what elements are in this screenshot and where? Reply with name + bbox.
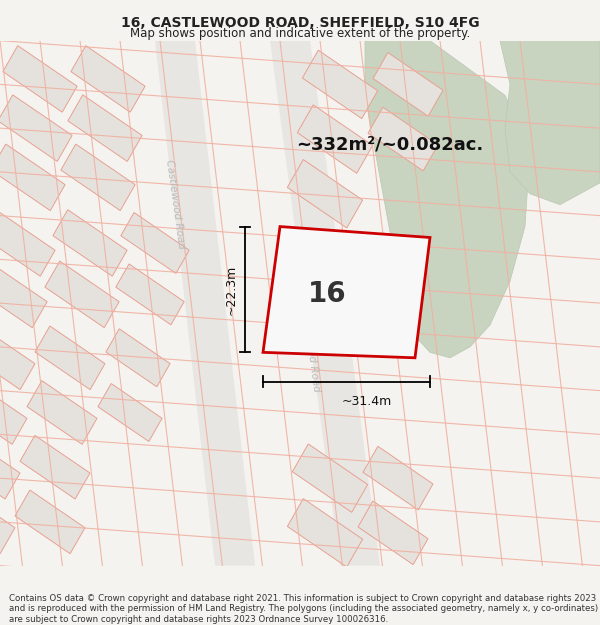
- Polygon shape: [368, 107, 438, 171]
- Polygon shape: [3, 46, 77, 112]
- Text: Map shows position and indicative extent of the property.: Map shows position and indicative extent…: [130, 28, 470, 41]
- Text: Castlewood Road: Castlewood Road: [164, 159, 186, 250]
- Polygon shape: [0, 436, 20, 499]
- Polygon shape: [0, 490, 15, 554]
- Text: ~31.4m: ~31.4m: [341, 395, 392, 408]
- Polygon shape: [500, 41, 600, 205]
- Polygon shape: [71, 46, 145, 112]
- Polygon shape: [0, 95, 72, 161]
- Polygon shape: [0, 326, 35, 389]
- Polygon shape: [302, 50, 377, 119]
- Polygon shape: [263, 226, 430, 358]
- Polygon shape: [98, 384, 162, 441]
- Polygon shape: [363, 446, 433, 510]
- Polygon shape: [365, 41, 530, 357]
- Polygon shape: [35, 326, 105, 389]
- Polygon shape: [116, 264, 184, 325]
- Polygon shape: [358, 501, 428, 564]
- Polygon shape: [53, 210, 127, 276]
- Text: ~22.3m: ~22.3m: [224, 264, 238, 314]
- Polygon shape: [68, 95, 142, 161]
- Polygon shape: [373, 52, 443, 116]
- Polygon shape: [287, 159, 362, 228]
- Polygon shape: [45, 261, 119, 328]
- Polygon shape: [0, 261, 47, 328]
- Text: Contains OS data © Crown copyright and database right 2021. This information is : Contains OS data © Crown copyright and d…: [9, 594, 598, 624]
- Polygon shape: [155, 41, 255, 566]
- Polygon shape: [298, 105, 373, 173]
- Polygon shape: [270, 41, 380, 566]
- Polygon shape: [106, 329, 170, 387]
- Text: 16, CASTLEWOOD ROAD, SHEFFIELD, S10 4FG: 16, CASTLEWOOD ROAD, SHEFFIELD, S10 4FG: [121, 16, 479, 30]
- Polygon shape: [15, 490, 85, 554]
- Text: 16: 16: [308, 279, 346, 308]
- Polygon shape: [61, 144, 135, 211]
- Polygon shape: [121, 213, 189, 273]
- Polygon shape: [0, 210, 55, 276]
- Text: ~332m²/~0.082ac.: ~332m²/~0.082ac.: [296, 136, 484, 154]
- Polygon shape: [20, 436, 90, 499]
- Polygon shape: [27, 381, 97, 444]
- Polygon shape: [292, 444, 368, 512]
- Polygon shape: [0, 381, 27, 444]
- Polygon shape: [0, 144, 65, 211]
- Polygon shape: [287, 499, 362, 567]
- Text: Castlewood Road: Castlewood Road: [299, 301, 321, 392]
